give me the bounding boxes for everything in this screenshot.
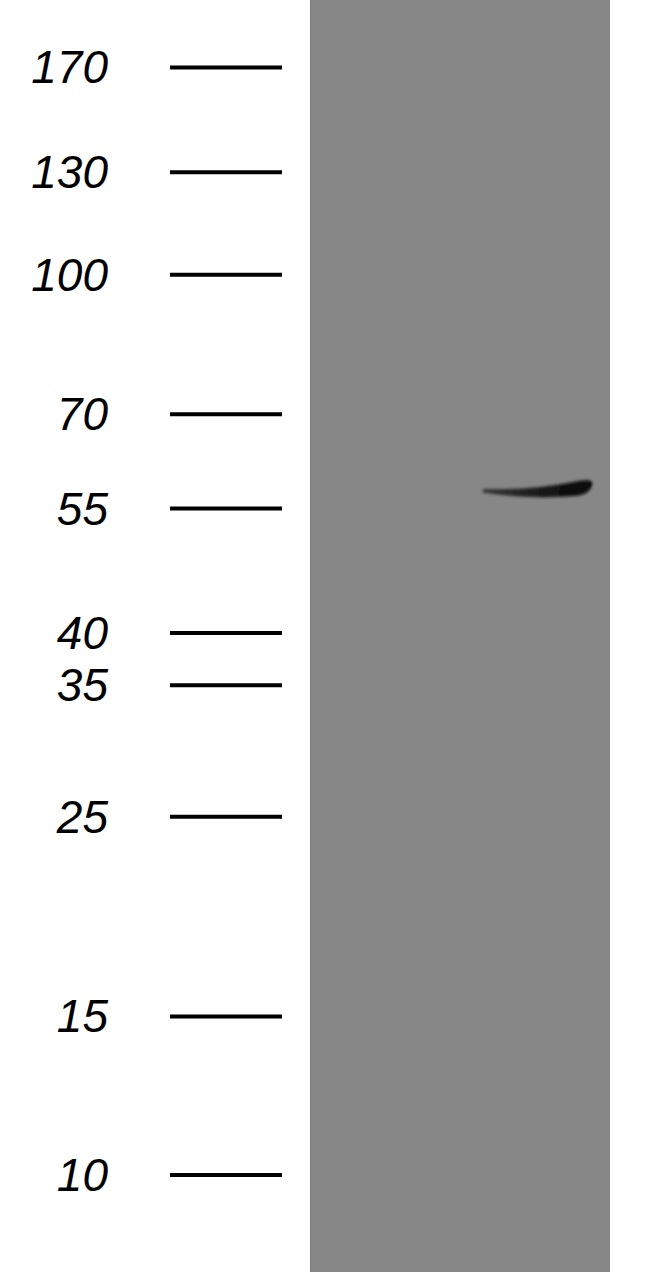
ladder-label: 10 <box>57 1149 109 1201</box>
blot-figure: 170 130 100 70 55 4035 25 15 10 <box>0 0 650 1272</box>
ladder-tick <box>170 273 282 277</box>
ladder-tick <box>170 1173 282 1177</box>
ladder-label: 70 <box>57 388 109 440</box>
ladder-tick <box>170 507 282 511</box>
root: 170 130 100 70 55 4035 25 15 10 <box>0 0 650 1272</box>
bands <box>483 480 592 497</box>
lane <box>310 0 610 1272</box>
ladder-label: 25 <box>56 791 109 843</box>
ladder-tick <box>170 65 282 69</box>
ladder-tick <box>170 170 282 174</box>
ladder-label: 55 <box>57 483 109 535</box>
ladder-tick <box>170 815 282 819</box>
ladder-label: 15 <box>57 990 109 1042</box>
ladder-label: 170 <box>31 41 108 93</box>
ladder-label: 130 <box>31 146 108 198</box>
ladder-label: 40 <box>57 607 109 659</box>
ladder-tick <box>170 631 282 635</box>
ladder-label: 100 <box>31 249 108 301</box>
ladder-tick <box>170 412 282 416</box>
axis-line <box>310 0 311 1272</box>
ladder-label: 35 <box>57 659 109 711</box>
ladder-tick <box>170 683 282 687</box>
ladder-tick <box>170 1014 282 1018</box>
band <box>483 480 592 497</box>
